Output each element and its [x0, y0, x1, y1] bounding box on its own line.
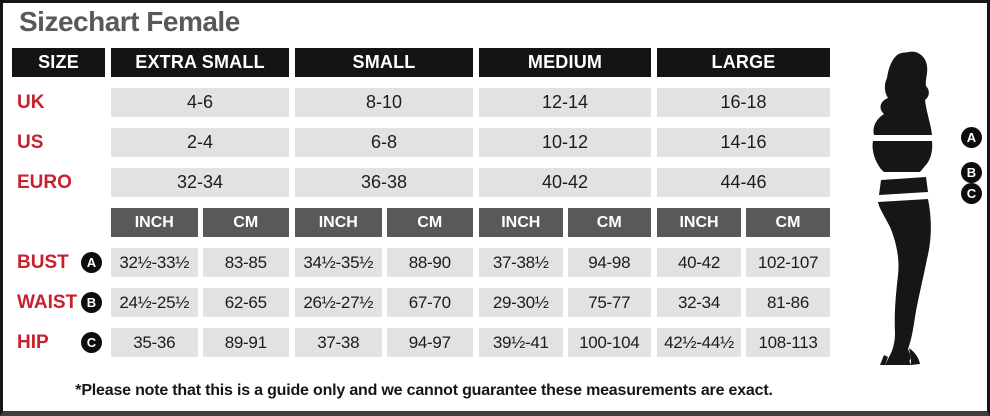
hip-l-inch: 42½-44½: [657, 328, 741, 357]
marker-b-badge: B: [81, 292, 102, 313]
bust-large: 40-42 102-107: [657, 248, 830, 277]
hip-m-cm: 100-104: [567, 328, 651, 357]
unit-header-inch: INCH: [657, 208, 741, 237]
unit-header-cm: CM: [746, 208, 830, 237]
col-header-extra-small: EXTRA SMALL: [111, 48, 289, 77]
page-title: Sizechart Female: [19, 6, 240, 37]
unit-header-cm: CM: [202, 208, 289, 237]
uk-extra-small-value: 4-6: [111, 88, 289, 117]
waist-s-inch: 26½-27½: [295, 288, 382, 317]
unit-row-spacer: [12, 208, 105, 237]
bust-l-inch: 40-42: [657, 248, 741, 277]
size-table: SIZE EXTRA SMALL SMALL MEDIUM LARGE UK 4…: [12, 48, 830, 357]
waist-xs-inch: 24½-25½: [111, 288, 198, 317]
unit-header-inch: INCH: [111, 208, 198, 237]
us-medium-value: 10-12: [479, 128, 651, 157]
waist-m-cm: 75-77: [567, 288, 651, 317]
euro-extra-small-value: 32-34: [111, 168, 289, 197]
row-label-bust: BUST A: [12, 248, 105, 277]
disclaimer-note: *Please note that this is a guide only a…: [75, 382, 773, 399]
figure-marker-b: B: [961, 162, 982, 183]
unit-headers-small: INCH CM: [295, 208, 473, 237]
bust-xs-cm: 83-85: [202, 248, 289, 277]
female-silhouette-image: [872, 51, 933, 365]
us-large-value: 14-16: [657, 128, 830, 157]
bust-m-cm: 94-98: [567, 248, 651, 277]
waist-xs-cm: 62-65: [202, 288, 289, 317]
waist-extra-small: 24½-25½ 62-65: [111, 288, 289, 317]
unit-headers-extra-small: INCH CM: [111, 208, 289, 237]
col-header-medium: MEDIUM: [479, 48, 651, 77]
row-label-text: HIP: [17, 331, 49, 353]
us-small-value: 6-8: [295, 128, 473, 157]
figure-marker-a: A: [961, 127, 982, 148]
waist-l-inch: 32-34: [657, 288, 741, 317]
bust-extra-small: 32½-33½ 83-85: [111, 248, 289, 277]
waist-s-cm: 67-70: [386, 288, 473, 317]
marker-c-badge: C: [81, 332, 102, 353]
bust-s-inch: 34½-35½: [295, 248, 382, 277]
hip-l-cm: 108-113: [746, 328, 830, 357]
marker-a-badge: A: [81, 252, 102, 273]
us-extra-small-value: 2-4: [111, 128, 289, 157]
waist-l-cm: 81-86: [746, 288, 830, 317]
hip-xs-inch: 35-36: [111, 328, 198, 357]
row-label-waist: WAIST B: [12, 288, 105, 317]
waist-medium: 29-30½ 75-77: [479, 288, 651, 317]
hip-large: 42½-44½ 108-113: [657, 328, 830, 357]
row-label-text: UK: [17, 91, 45, 113]
waist-large: 32-34 81-86: [657, 288, 830, 317]
row-label-us: US: [12, 128, 105, 157]
bust-s-cm: 88-90: [386, 248, 473, 277]
row-label-text: WAIST: [17, 291, 78, 313]
hip-small: 37-38 94-97: [295, 328, 473, 357]
row-label-text: BUST: [17, 251, 69, 273]
euro-small-value: 36-38: [295, 168, 473, 197]
hip-extra-small: 35-36 89-91: [111, 328, 289, 357]
uk-medium-value: 12-14: [479, 88, 651, 117]
row-label-euro: EURO: [12, 168, 105, 197]
hip-s-cm: 94-97: [386, 328, 473, 357]
unit-headers-large: INCH CM: [657, 208, 830, 237]
uk-large-value: 16-18: [657, 88, 830, 117]
bust-small: 34½-35½ 88-90: [295, 248, 473, 277]
unit-header-inch: INCH: [295, 208, 382, 237]
euro-large-value: 44-46: [657, 168, 830, 197]
bust-xs-inch: 32½-33½: [111, 248, 198, 277]
hip-m-inch: 39½-41: [479, 328, 563, 357]
bust-medium: 37-38½ 94-98: [479, 248, 651, 277]
col-header-size: SIZE: [12, 48, 105, 77]
hip-xs-cm: 89-91: [202, 328, 289, 357]
unit-header-cm: CM: [386, 208, 473, 237]
row-label-uk: UK: [12, 88, 105, 117]
hip-s-inch: 37-38: [295, 328, 382, 357]
hip-medium: 39½-41 100-104: [479, 328, 651, 357]
col-header-large: LARGE: [657, 48, 830, 77]
unit-header-inch: INCH: [479, 208, 563, 237]
figure-marker-c: C: [961, 183, 982, 204]
row-label-text: US: [17, 131, 44, 153]
euro-medium-value: 40-42: [479, 168, 651, 197]
row-label-text: EURO: [17, 171, 72, 193]
row-label-hip: HIP C: [12, 328, 105, 357]
bust-m-inch: 37-38½: [479, 248, 563, 277]
uk-small-value: 8-10: [295, 88, 473, 117]
col-header-small: SMALL: [295, 48, 473, 77]
waist-small: 26½-27½ 67-70: [295, 288, 473, 317]
unit-headers-medium: INCH CM: [479, 208, 651, 237]
bust-l-cm: 102-107: [746, 248, 830, 277]
waist-m-inch: 29-30½: [479, 288, 563, 317]
unit-header-cm: CM: [567, 208, 651, 237]
